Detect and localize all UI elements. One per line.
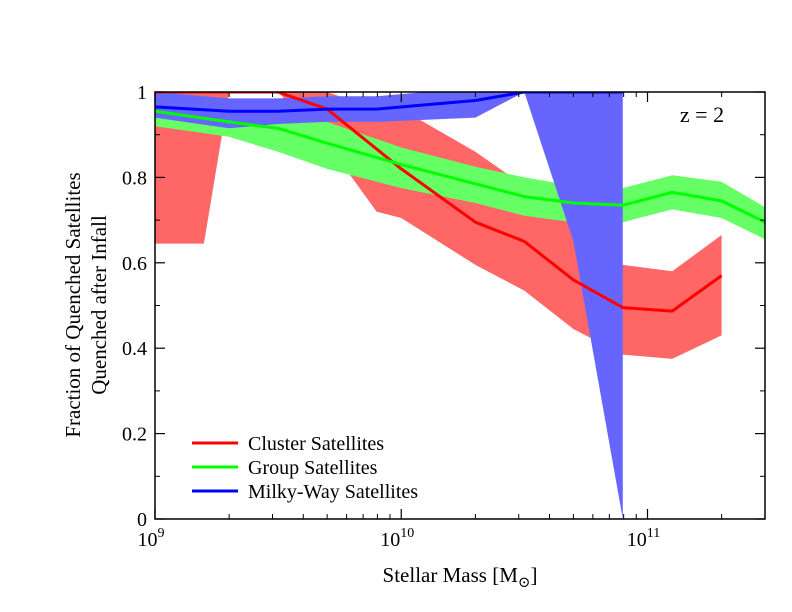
band-series-2 [155,92,623,519]
y-tick-label: 0.6 [122,253,147,275]
legend-label: Milky-Way Satellites [248,481,418,503]
y-axis-label-line1: Fraction of Quenched Satellites [61,172,85,437]
band-series-0 [155,92,722,359]
legend-label: Group Satellites [248,457,378,479]
x-tick-label: 1010 [380,526,414,551]
line-series-1 [155,109,765,224]
line-series-2 [155,92,623,113]
x-tick-label: 1011 [627,526,660,551]
legend-label: Cluster Satellites [248,433,384,455]
x-axis-label: Stellar Mass [M⊙] [383,563,538,591]
series-lines [155,92,765,313]
y-tick-label: 1 [137,82,147,104]
uncertainty-bands [155,92,765,519]
x-tick-label: 109 [138,526,165,551]
y-tick-label: 0 [137,509,147,531]
tick-labels: 0 0.2 0.4 0.6 0.8 1 109 1010 1011 [122,82,660,551]
y-tick-label: 0.8 [122,167,147,189]
y-tick-label: 0.2 [122,424,147,446]
y-axis-label-line2: Quenched after Infall [87,215,111,395]
line-series-0 [155,92,723,313]
y-tick-label: 0.4 [122,338,147,360]
annotation: z = 2 [680,102,724,127]
axis-ticks [154,91,766,520]
y-axis-label: Fraction of Quenched Satellites Quenched… [61,172,111,437]
